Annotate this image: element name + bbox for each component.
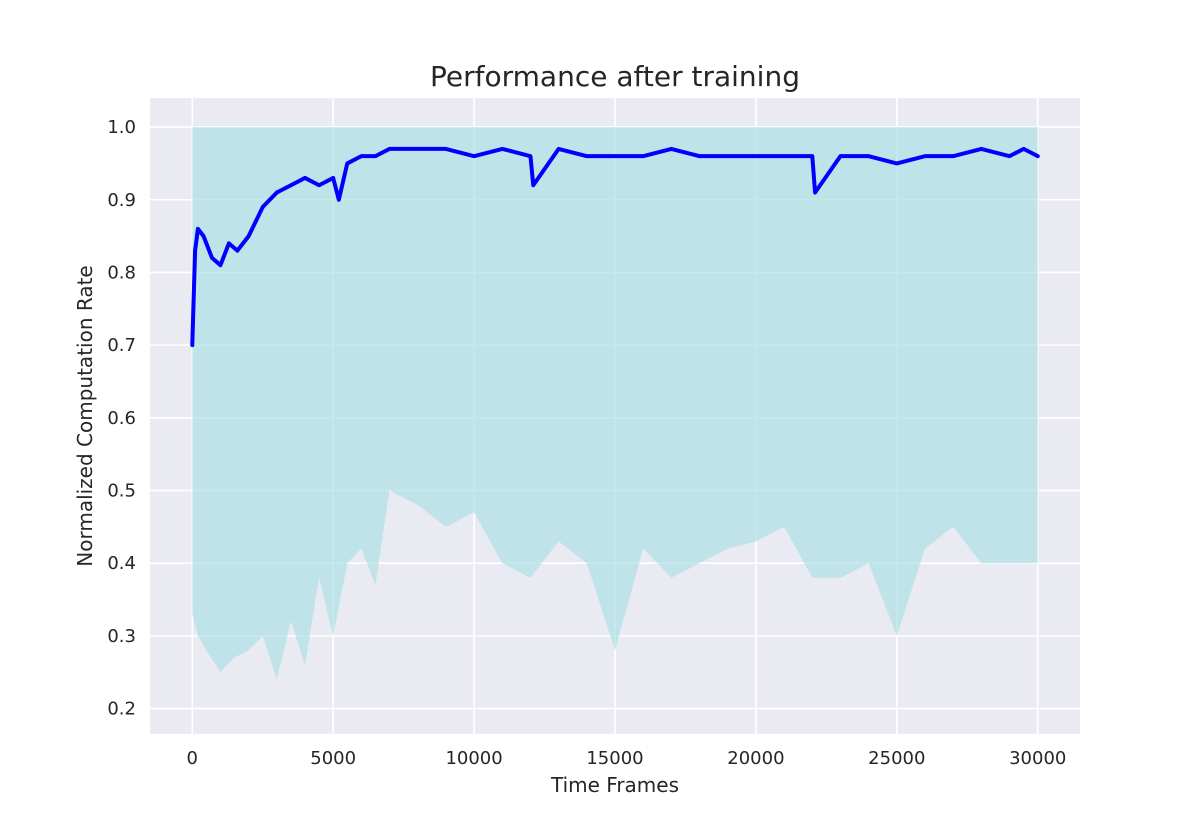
mean-point-13: [317, 183, 321, 188]
mean-point-18: [373, 154, 378, 158]
mean-point-7: [235, 248, 240, 253]
mean-point-26: [556, 147, 561, 151]
mean-point-33: [754, 154, 758, 158]
x-tick-labels: 0 5000 10000 15000 20000 25000 30000: [187, 748, 1067, 769]
y-tick-label-5: 0.7: [107, 335, 136, 356]
y-tick-label-7: 0.9: [107, 190, 136, 211]
y-tick-label-2: 0.4: [107, 553, 136, 574]
x-tick-label-0: 0: [187, 748, 198, 769]
mean-point-23: [500, 147, 505, 151]
mean-point-14: [331, 176, 335, 180]
chart-title: Performance after training: [430, 60, 800, 93]
y-tick-label-6: 0.8: [107, 262, 136, 283]
mean-point-34: [782, 154, 786, 158]
mean-point-21: [444, 147, 448, 151]
x-tick-label-3: 15000: [586, 748, 643, 769]
y-tick-label-8: 1.0: [107, 117, 136, 138]
mean-point-24: [528, 154, 533, 158]
mean-point-42: [979, 147, 984, 151]
mean-point-43: [1007, 154, 1012, 158]
mean-point-19: [387, 147, 392, 151]
mean-point-40: [923, 154, 927, 158]
mean-point-1: [193, 248, 197, 253]
mean-point-32: [725, 154, 730, 158]
x-tick-label-6: 30000: [1009, 748, 1066, 769]
y-tick-label-3: 0.5: [107, 481, 136, 502]
range-band: [192, 127, 1038, 680]
mean-point-38: [866, 154, 871, 158]
mean-point-22: [472, 154, 476, 158]
band-layer: [192, 127, 1038, 680]
mean-point-17: [359, 154, 364, 158]
mean-point-3: [201, 234, 206, 238]
y-tick-label-0: 0.2: [107, 699, 136, 720]
mean-point-16: [345, 161, 350, 166]
mean-point-27: [585, 154, 589, 158]
x-tick-label-1: 5000: [310, 748, 356, 769]
y-tick-labels: 0.2 0.3 0.4 0.5 0.6 0.7 0.8 0.9 1.0: [107, 117, 136, 719]
mean-point-5: [218, 263, 223, 267]
y-tick-label-4: 0.6: [107, 408, 136, 429]
mean-point-41: [951, 154, 955, 158]
mean-point-37: [838, 154, 843, 158]
mean-point-9: [260, 205, 265, 209]
mean-point-39: [895, 161, 899, 166]
mean-point-30: [669, 147, 674, 151]
y-tick-label-1: 0.3: [107, 626, 136, 647]
mean-line: [190, 146, 1040, 348]
mean-point-6: [227, 241, 231, 246]
mean-point-29: [641, 154, 645, 158]
mean-point-35: [810, 154, 815, 158]
mean-point-4: [210, 256, 214, 260]
mean-point-10: [275, 190, 279, 195]
x-tick-label-4: 20000: [727, 748, 784, 769]
mean-point-0: [190, 343, 195, 347]
x-axis-label: Time Frames: [550, 773, 679, 797]
line-layer: [190, 146, 1040, 348]
mean-point-15: [337, 197, 341, 202]
mean-point-28: [613, 154, 617, 158]
mean-point-2: [196, 227, 200, 231]
y-axis-label: Normalized Computation Rate: [73, 265, 97, 566]
mean-point-45: [1035, 154, 1040, 158]
mean-point-20: [415, 147, 420, 151]
mean-point-31: [697, 154, 702, 158]
x-tick-label-2: 10000: [445, 748, 502, 769]
x-tick-label-5: 25000: [868, 748, 925, 769]
mean-point-11: [289, 183, 293, 188]
mean-point-8: [246, 234, 251, 238]
mean-point-25: [531, 183, 536, 188]
mean-point-44: [1021, 147, 1026, 151]
mean-point-36: [813, 190, 817, 195]
mean-point-12: [303, 176, 307, 180]
